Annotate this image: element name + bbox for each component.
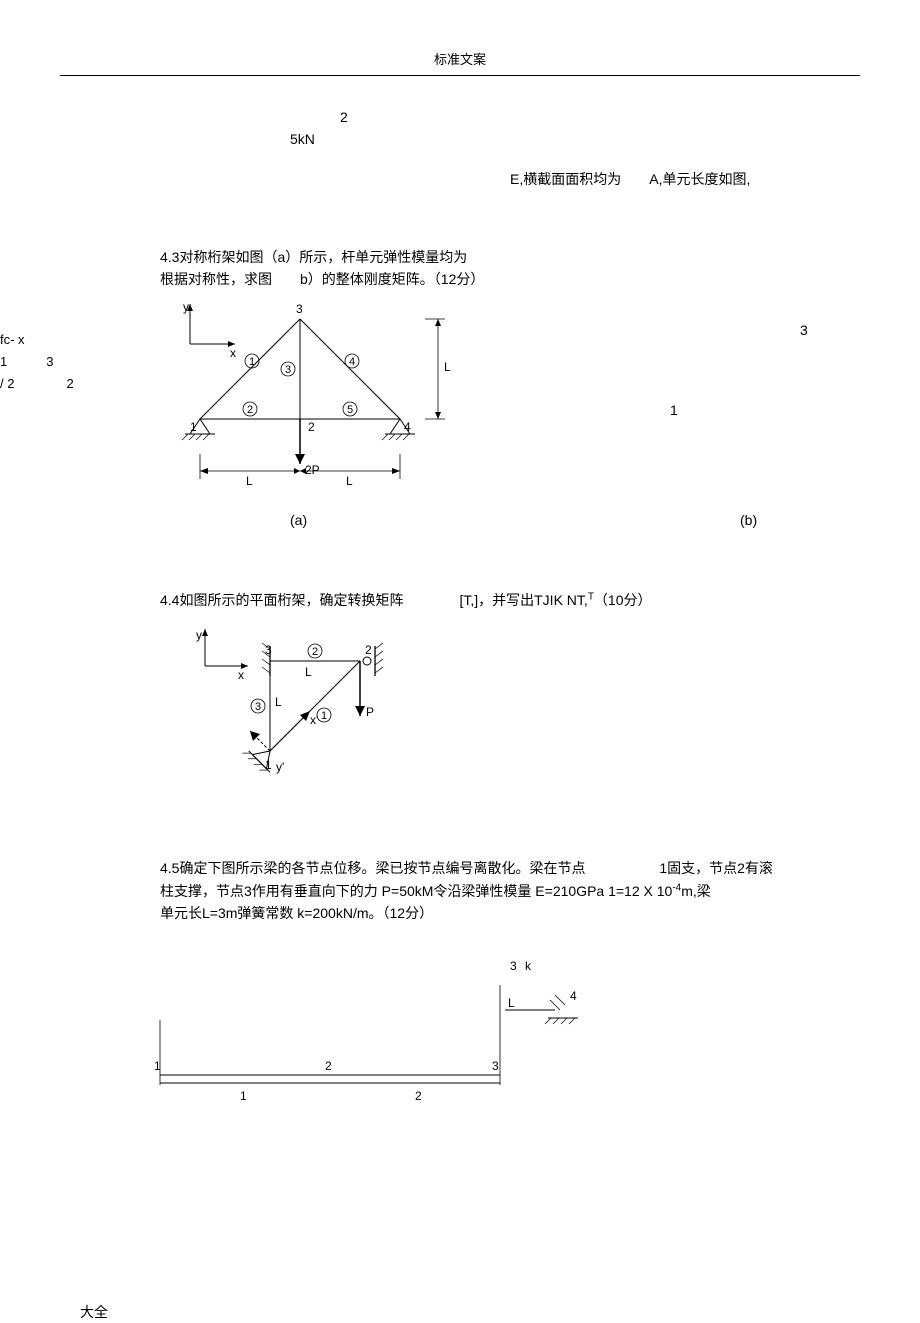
dim-L-right: L bbox=[346, 474, 353, 488]
frag-r2: / 2 2 bbox=[0, 373, 74, 395]
q44-end: （10分） bbox=[594, 592, 652, 608]
q45-l2sup: -4 bbox=[672, 882, 681, 893]
caption-b: (b) bbox=[740, 509, 757, 531]
svg-text:2: 2 bbox=[308, 420, 315, 434]
svg-text:2: 2 bbox=[365, 643, 372, 657]
q44-L1: L bbox=[305, 665, 312, 679]
q44-P: P bbox=[366, 705, 374, 719]
q44-y: y bbox=[196, 628, 202, 642]
q44-text: 4.4如图所示的平面桁架，确定转换矩阵 [T,]，并写出TJIK NT,T（10… bbox=[160, 589, 860, 611]
page-footer: 大全 bbox=[80, 1301, 920, 1323]
svg-text:4: 4 bbox=[349, 356, 355, 368]
svg-text:1: 1 bbox=[240, 1089, 247, 1103]
q45-l3: 单元长L=3m弹簧常数 k=200kN/m。（12分） bbox=[160, 902, 860, 924]
q44-xp: x' bbox=[310, 713, 318, 727]
q44-x: x bbox=[238, 668, 244, 682]
svg-text:3: 3 bbox=[255, 701, 261, 713]
q44-main: 4.4如图所示的平面桁架，确定转换矩阵 [T,]，并写出TJIK NT, bbox=[160, 592, 588, 608]
q43-diagrams: fc- x 1 3 / 2 2 y x 1 2 3 4 bbox=[60, 299, 860, 559]
top-fragments: 2 5kN E,横截面面积均为 A,单元长度如图, bbox=[60, 76, 860, 196]
q43-text: 4.3对称桁架如图（a）所示，杆单元弹性模量均为 根据对称性，求图 b）的整体刚… bbox=[160, 246, 860, 291]
dim-L-left: L bbox=[246, 474, 253, 488]
q44-yp: y' bbox=[276, 760, 284, 774]
load-2p: 2P bbox=[305, 463, 320, 477]
svg-text:2: 2 bbox=[312, 646, 318, 658]
q45-l1a: 4.5确定下图所示梁的各节点位移。梁已按节点编号离散化。梁在节点 bbox=[160, 860, 585, 876]
caption-a: (a) bbox=[290, 509, 307, 531]
frag-fcx: fc- x bbox=[0, 329, 74, 351]
q45-l2b: m,梁 bbox=[681, 883, 711, 899]
b-node3: 3 bbox=[800, 319, 808, 341]
b-node1: 1 bbox=[670, 399, 678, 421]
q43-line1: 4.3对称桁架如图（a）所示，杆单元弹性模量均为 bbox=[160, 246, 860, 268]
svg-text:1: 1 bbox=[154, 1059, 161, 1073]
q44-diagram: y x 3 2 1 2 3 1 L L bbox=[180, 621, 420, 821]
svg-text:2: 2 bbox=[325, 1059, 332, 1073]
svg-text:1: 1 bbox=[249, 356, 255, 368]
page-header: 标准文案 bbox=[60, 0, 860, 76]
frag-e-line: E,横截面面积均为 A,单元长度如图, bbox=[510, 168, 750, 190]
truss-diagram-a: y x 1 2 3 4 5 1 2 3 4 bbox=[160, 299, 460, 509]
svg-text:2: 2 bbox=[415, 1089, 422, 1103]
left-fragments: fc- x 1 3 / 2 2 bbox=[0, 329, 74, 395]
element-labels: 1 2 3 4 5 bbox=[243, 354, 359, 416]
q44-L2: L bbox=[275, 695, 282, 709]
q45-diagram: 1 2 3 1 2 3 k L 4 bbox=[130, 935, 590, 1135]
frag-2: 2 bbox=[340, 106, 348, 128]
svg-text:3: 3 bbox=[265, 643, 272, 657]
dim-L-h: L bbox=[444, 360, 451, 374]
q45-l2a: 柱支撑，节点3作用有垂直向下的力 P=50kM令沿梁弹性模量 E=210GPa … bbox=[160, 883, 672, 899]
axis-y-label: y bbox=[183, 300, 189, 314]
svg-text:3: 3 bbox=[510, 959, 517, 973]
frag-5kn: 5kN bbox=[290, 128, 315, 150]
q45-l1b: 1固支，节点2有滚 bbox=[659, 860, 773, 876]
svg-text:1: 1 bbox=[321, 710, 327, 722]
svg-text:3: 3 bbox=[492, 1059, 499, 1073]
axis-x-label: x bbox=[230, 346, 236, 360]
q45-text: 4.5确定下图所示梁的各节点位移。梁已按节点编号离散化。梁在节点 1固支，节点2… bbox=[160, 857, 860, 924]
svg-text:5: 5 bbox=[347, 404, 353, 416]
page-content: 2 5kN E,横截面面积均为 A,单元长度如图, 4.3对称桁架如图（a）所示… bbox=[0, 76, 920, 1141]
svg-text:4: 4 bbox=[570, 989, 577, 1003]
q45-L: L bbox=[508, 996, 515, 1010]
svg-text:2: 2 bbox=[247, 404, 253, 416]
frag-r1: 1 3 bbox=[0, 351, 74, 373]
q43-line2: 根据对称性，求图 b）的整体刚度矩阵。（12分） bbox=[160, 268, 860, 290]
truss-diagram-b: 3 1 bbox=[630, 319, 810, 419]
q45-k: k bbox=[525, 959, 532, 973]
header-title: 标准文案 bbox=[434, 52, 486, 67]
svg-text:3: 3 bbox=[296, 302, 303, 316]
svg-text:3: 3 bbox=[285, 364, 291, 376]
footer-text: 大全 bbox=[80, 1304, 108, 1320]
support-1 bbox=[182, 419, 215, 440]
